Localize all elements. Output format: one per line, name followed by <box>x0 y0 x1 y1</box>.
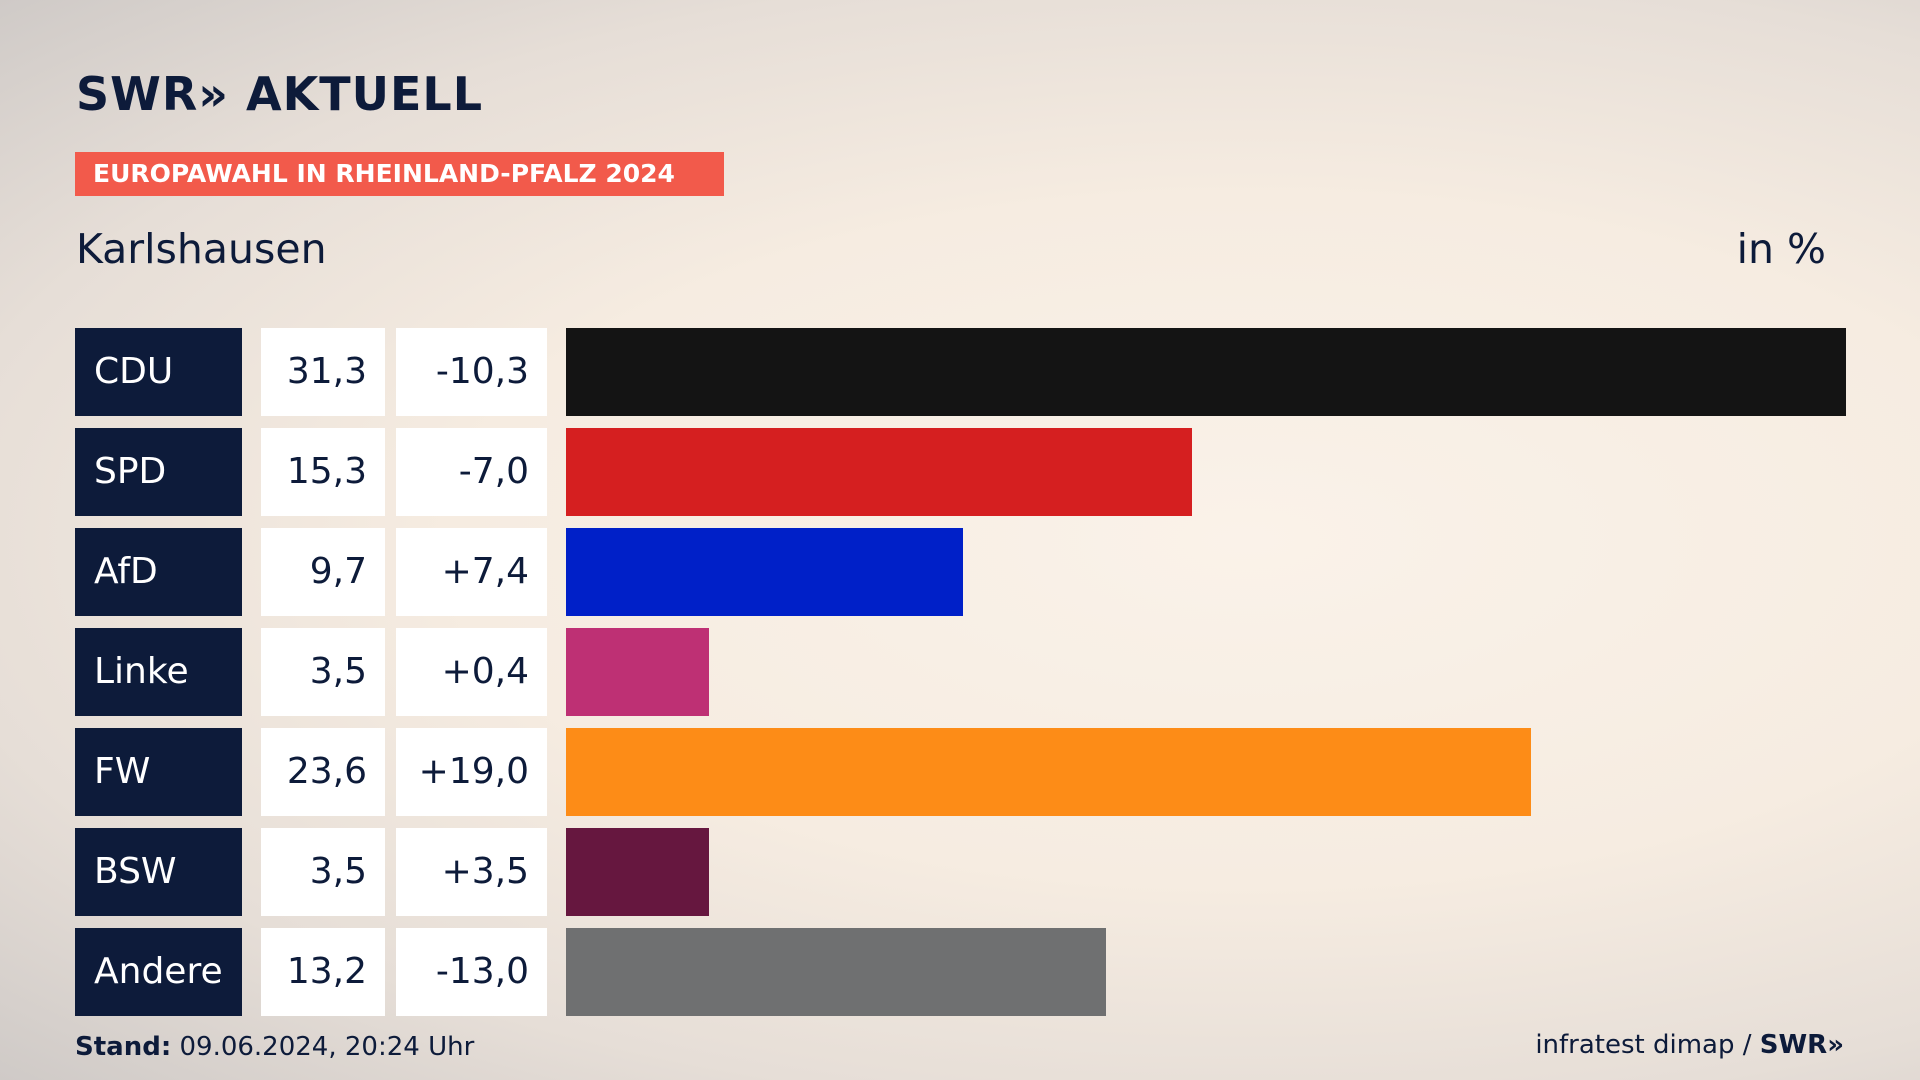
party-label: Andere <box>75 928 242 1016</box>
value-label: 3,5 <box>261 828 385 916</box>
bar <box>566 728 1531 816</box>
value-label: 23,6 <box>261 728 385 816</box>
diff-label: +3,5 <box>396 828 547 916</box>
diff-label: +7,4 <box>396 528 547 616</box>
election-banner: EUROPAWAHL IN RHEINLAND-PFALZ 2024 <box>75 152 724 196</box>
party-label: BSW <box>75 828 242 916</box>
diff-label: -13,0 <box>396 928 547 1016</box>
bar <box>566 828 709 916</box>
value-label: 13,2 <box>261 928 385 1016</box>
party-label: Linke <box>75 628 242 716</box>
stand-label: Stand: <box>75 1032 172 1062</box>
value-label: 3,5 <box>261 628 385 716</box>
bar <box>566 528 963 616</box>
source-line: infratest dimap / SWR» <box>1535 1028 1844 1062</box>
swr-aktuell-logo: SWR» AKTUELL <box>76 66 483 122</box>
party-label: CDU <box>75 328 242 416</box>
diff-label: -10,3 <box>396 328 547 416</box>
party-label: SPD <box>75 428 242 516</box>
unit-label: in % <box>1736 225 1826 273</box>
source-text: infratest dimap / <box>1535 1030 1760 1060</box>
value-label: 31,3 <box>261 328 385 416</box>
swr-small-logo: SWR» <box>1759 1030 1844 1060</box>
diff-label: -7,0 <box>396 428 547 516</box>
logo-text: SWR» AKTUELL <box>76 67 484 121</box>
party-label: FW <box>75 728 242 816</box>
stand-line: Stand: 09.06.2024, 20:24 Uhr <box>75 1030 474 1064</box>
bar <box>566 628 709 716</box>
party-label: AfD <box>75 528 242 616</box>
diff-label: +19,0 <box>396 728 547 816</box>
value-label: 9,7 <box>261 528 385 616</box>
bar <box>566 928 1106 1016</box>
stand-value: 09.06.2024, 20:24 Uhr <box>179 1032 475 1062</box>
value-label: 15,3 <box>261 428 385 516</box>
bar <box>566 328 1846 416</box>
place-title: Karlshausen <box>76 225 327 273</box>
bar <box>566 428 1192 516</box>
diff-label: +0,4 <box>396 628 547 716</box>
